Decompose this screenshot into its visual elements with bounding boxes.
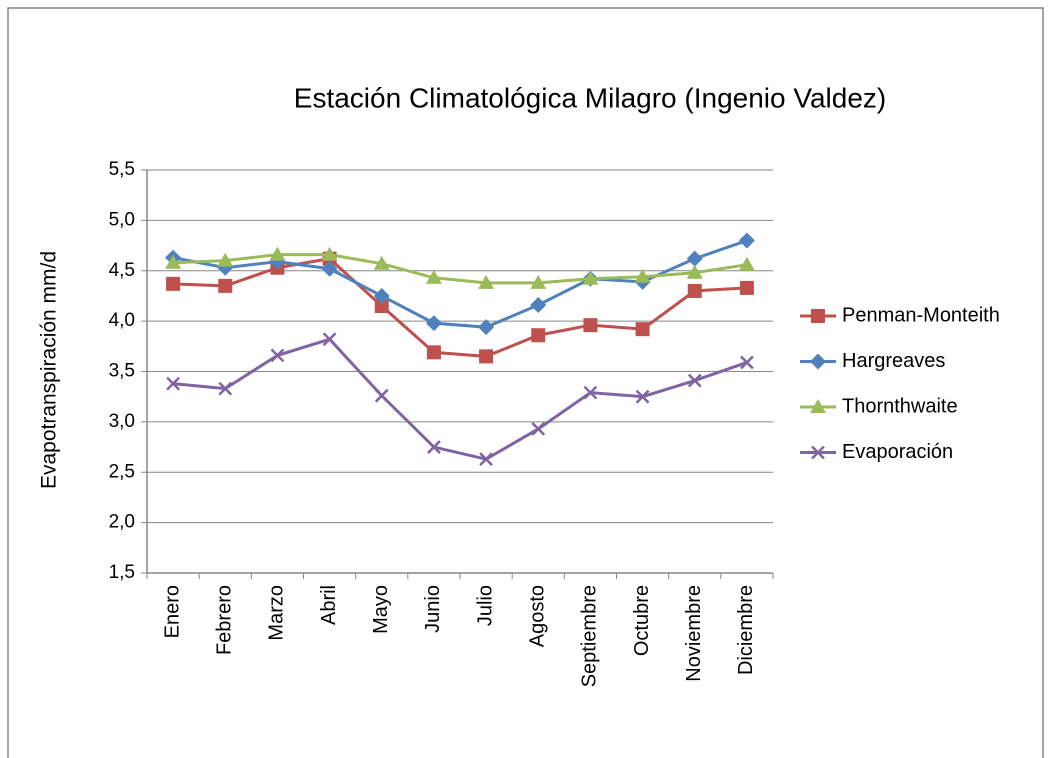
x-tick-label: Febrero xyxy=(214,585,236,655)
y-tick-label: 5,0 xyxy=(109,209,135,230)
data-point xyxy=(686,250,703,267)
data-point xyxy=(373,287,390,304)
data-point xyxy=(373,255,390,270)
y-tick-label: 2,0 xyxy=(109,512,135,533)
x-tick-label: Agosto xyxy=(527,585,549,647)
series-line xyxy=(173,257,748,358)
y-tick-label: 4,5 xyxy=(109,260,135,281)
legend-marker xyxy=(810,399,826,413)
y-tick-label: 3,0 xyxy=(109,411,135,432)
data-point xyxy=(635,322,650,337)
legend-marker xyxy=(811,445,825,460)
x-tick-label: Septiembre xyxy=(579,585,601,687)
x-tick-label: Diciembre xyxy=(735,585,757,675)
data-point xyxy=(166,276,181,291)
data-point xyxy=(217,252,234,267)
data-point xyxy=(374,299,389,314)
x-tick-label: Julio xyxy=(474,585,496,626)
data-point xyxy=(322,332,337,347)
x-tick-label: Marzo xyxy=(266,585,288,641)
x-tick-label: Enero xyxy=(161,585,183,638)
data-point xyxy=(166,376,180,391)
data-point xyxy=(686,264,703,279)
x-tick-label: Abril xyxy=(318,585,340,625)
data-point xyxy=(739,280,754,295)
legend-label: Evaporación xyxy=(842,441,953,463)
y-tick-label: 2,5 xyxy=(109,461,135,482)
data-point xyxy=(165,254,182,269)
y-tick-label: 3,5 xyxy=(109,361,135,382)
y-tick-label: 5,5 xyxy=(109,159,135,180)
x-tick-label: Mayo xyxy=(370,585,392,634)
data-point xyxy=(478,319,495,336)
data-point xyxy=(374,388,389,403)
legend-marker xyxy=(811,309,825,323)
y-tick-label: 1,5 xyxy=(109,562,135,583)
data-point xyxy=(634,268,651,283)
series-line xyxy=(172,239,748,329)
data-point xyxy=(427,440,441,454)
legend-marker xyxy=(810,353,826,370)
data-point xyxy=(218,381,233,396)
data-point xyxy=(479,452,493,467)
data-point xyxy=(531,422,546,436)
chart-border xyxy=(7,7,1044,758)
data-point xyxy=(530,297,547,314)
data-point xyxy=(531,328,546,343)
data-point xyxy=(635,389,650,404)
data-point xyxy=(583,318,598,333)
y-axis-label: Evapotranspiración mm/d xyxy=(38,251,61,489)
legend-label: Hargreaves xyxy=(842,350,945,372)
series-line xyxy=(172,337,748,461)
data-point xyxy=(425,269,442,284)
data-point xyxy=(583,385,598,400)
data-point xyxy=(582,270,599,285)
data-point xyxy=(270,348,285,363)
data-point xyxy=(738,256,755,271)
data-point xyxy=(478,274,495,289)
data-point xyxy=(530,274,547,289)
data-point xyxy=(687,373,702,388)
data-point xyxy=(426,345,441,360)
data-point xyxy=(479,349,494,364)
data-point xyxy=(740,355,754,370)
series-line xyxy=(173,253,748,285)
data-point xyxy=(738,232,755,249)
data-point xyxy=(425,315,442,332)
legend-label: Thornthwaite xyxy=(842,395,958,417)
x-tick-label: Noviembre xyxy=(683,585,705,682)
data-point xyxy=(321,260,338,277)
x-tick-label: Octubre xyxy=(631,585,653,656)
y-tick-label: 4,0 xyxy=(109,310,135,331)
data-point xyxy=(321,246,338,261)
data-point xyxy=(218,278,233,293)
legend-label: Penman-Monteith xyxy=(842,304,1000,326)
data-point xyxy=(687,283,702,298)
x-tick-label: Junio xyxy=(422,585,444,633)
data-point xyxy=(269,246,286,261)
chart-title: Estación Climatológica Milagro (Ingenio … xyxy=(294,82,886,113)
